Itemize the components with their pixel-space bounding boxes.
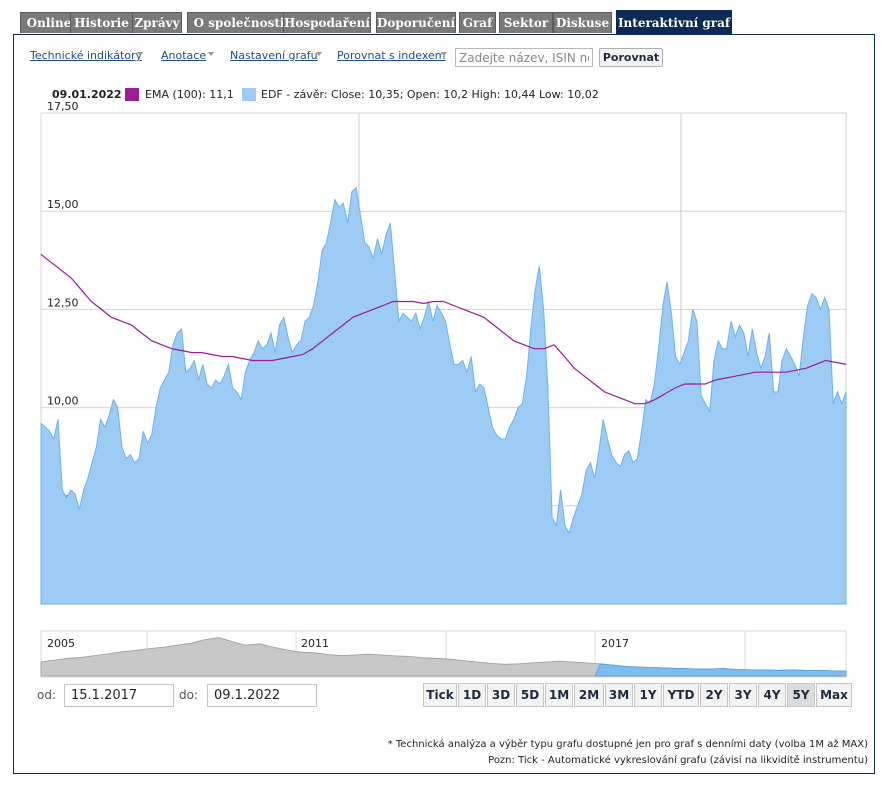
ema-legend-label: EMA (100): 11,1 bbox=[145, 88, 234, 101]
tab-diskuse[interactable]: Diskuse bbox=[553, 12, 612, 33]
tab-hospodareni[interactable]: Hospodaření bbox=[283, 12, 371, 33]
ema-line-series bbox=[40, 253, 847, 405]
to-date-input[interactable] bbox=[207, 684, 317, 707]
technical-indicators-menu[interactable]: Technické indikátory bbox=[30, 49, 143, 62]
range-button-1y[interactable]: 1Y bbox=[634, 683, 662, 707]
range-button-max[interactable]: Max bbox=[816, 683, 852, 707]
tab-doporuceni[interactable]: Doporučení bbox=[376, 12, 456, 33]
chart-settings-menu[interactable]: Nastavení grafu bbox=[230, 49, 318, 62]
tab-sektor[interactable]: Sektor bbox=[499, 12, 553, 33]
to-label: do: bbox=[179, 688, 199, 702]
compare-index-menu[interactable]: Porovnat s indexem bbox=[337, 49, 446, 62]
range-button-2m[interactable]: 2M bbox=[574, 683, 604, 707]
price-area-series bbox=[40, 186, 847, 605]
note-technical: * Technická analýza a výběr typu grafu d… bbox=[387, 739, 868, 750]
range-button-3m[interactable]: 3M bbox=[605, 683, 633, 707]
tab-interaktivni-graf[interactable]: Interaktivní graf bbox=[616, 10, 732, 34]
range-button-1m[interactable]: 1M bbox=[545, 683, 573, 707]
tab-o-spolecnosti[interactable]: O společnosti bbox=[187, 12, 291, 33]
chevron-down-icon bbox=[441, 52, 447, 56]
range-button-tick[interactable]: Tick bbox=[423, 683, 457, 707]
y-tick-label: 10,00 bbox=[47, 395, 79, 408]
from-label: od: bbox=[37, 688, 57, 702]
range-button-4y[interactable]: 4Y bbox=[758, 683, 786, 707]
range-button-1d[interactable]: 1D bbox=[458, 683, 486, 707]
tab-graf[interactable]: Graf bbox=[459, 12, 496, 33]
chevron-down-icon bbox=[316, 52, 322, 56]
from-date-input[interactable] bbox=[64, 684, 174, 707]
chevron-down-icon bbox=[208, 52, 214, 56]
tab-historie[interactable]: Historie bbox=[70, 12, 133, 33]
range-button-5y[interactable]: 5Y bbox=[787, 683, 815, 707]
series-legend-label: EDF - závěr: Close: 10,35; Open: 10,2 Hi… bbox=[261, 88, 599, 101]
series-legend-swatch bbox=[242, 88, 256, 101]
note-tick: Pozn: Tick - Automatické vykreslování gr… bbox=[488, 755, 868, 766]
range-button-2y[interactable]: 2Y bbox=[700, 683, 728, 707]
annotations-menu[interactable]: Anotace bbox=[161, 49, 207, 62]
tab-zpravy[interactable]: Zprávy bbox=[132, 12, 182, 33]
y-tick-label: 15,00 bbox=[47, 198, 79, 211]
range-button-5d[interactable]: 5D bbox=[516, 683, 544, 707]
legend-date: 09.01.2022 bbox=[52, 88, 122, 101]
compare-button[interactable]: Porovnat bbox=[599, 48, 663, 67]
y-tick-label: 12,50 bbox=[47, 296, 79, 309]
chevron-down-icon bbox=[137, 52, 143, 56]
range-button-3y[interactable]: 3Y bbox=[729, 683, 757, 707]
search-input[interactable] bbox=[455, 48, 593, 67]
ema-legend-swatch bbox=[125, 88, 139, 101]
tab-bar: Online Historie Zprávy O společnosti Hos… bbox=[13, 10, 875, 34]
range-button-3d[interactable]: 3D bbox=[487, 683, 515, 707]
chart-panel bbox=[13, 34, 875, 774]
range-button-ytd[interactable]: YTD bbox=[663, 683, 699, 707]
y-tick-label: 17,50 bbox=[47, 100, 79, 113]
